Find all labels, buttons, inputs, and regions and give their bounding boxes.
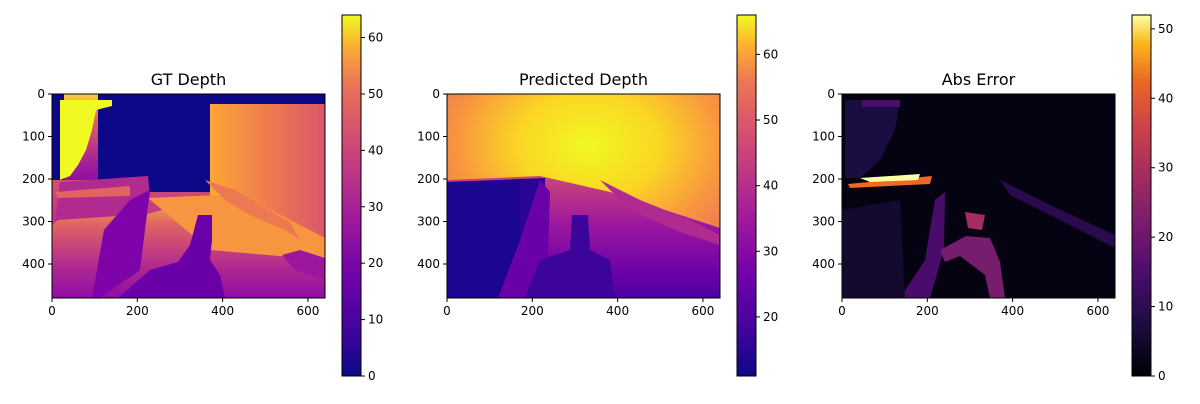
y-tick-label: 300 [417,215,440,229]
colorbar-tick-label: 10 [1158,300,1173,314]
x-tick-label: 600 [691,304,714,318]
x-tick-label: 600 [1086,304,1109,318]
colorbar-tick-label: 60 [368,31,383,45]
heatmap-image [447,94,720,298]
y-tick-label: 300 [22,215,45,229]
x-tick-label: 200 [521,304,544,318]
colorbar-ticks: 0 10 20 30 40 50 60 [361,31,383,383]
colorbar-tick-label: 20 [763,310,778,324]
heatmap-image [52,94,325,298]
y-tick-label: 200 [417,172,440,186]
colorbar-tick-label: 20 [368,256,383,270]
colorbar-tick-label: 40 [1158,91,1173,105]
y-tick-label: 200 [22,172,45,186]
y-tick-label: 400 [22,257,45,271]
y-tick-label: 0 [827,87,835,101]
x-tick-label: 400 [1001,304,1024,318]
y-tick-label: 300 [812,215,835,229]
colorbar-tick-label: 30 [368,200,383,214]
colorbar-tick-label: 40 [763,179,778,193]
colorbar-tick-label: 20 [1158,230,1173,244]
x-tick-label: 400 [606,304,629,318]
y-tick-label: 100 [812,130,835,144]
x-tick-label: 200 [126,304,149,318]
axis-ticks: 0 200 400 600 0 100 200 300 400 [417,87,714,318]
colorbar-tick-label: 50 [1158,22,1173,36]
colorbar-tick-label: 40 [368,143,383,157]
x-tick-label: 0 [443,304,451,318]
y-tick-label: 0 [37,87,45,101]
colorbar-tick-label: 50 [763,113,778,127]
chart-title: GT Depth [151,70,226,89]
panel-gt-depth: GT Depth 0 200 400 600 0 100 200 300 400 0 10 20 30… [22,14,383,383]
colorbar-tick-label: 50 [368,87,383,101]
chart-title: Abs Error [942,70,1016,89]
x-tick-label: 0 [48,304,56,318]
chart-title: Predicted Depth [519,70,648,89]
colorbar: 20 30 40 50 60 [736,14,778,377]
y-tick-label: 200 [812,172,835,186]
y-tick-label: 400 [417,257,440,271]
colorbar-tick-label: 0 [1158,369,1166,383]
colorbar-tick-label: 0 [368,369,376,383]
colorbar-tick-label: 30 [763,244,778,258]
colorbar-ticks: 20 30 40 50 60 [756,47,778,324]
panel-predicted-depth: Predicted Depth 0 200 400 6000100200300400 … [417,14,778,377]
colorbar-ticks: 0 10 20 30 40 50 [1151,22,1173,383]
x-tick-label: 200 [916,304,939,318]
colorbar-tick-label: 30 [1158,161,1173,175]
x-tick-label: 400 [211,304,234,318]
colorbar: 0 10 20 30 40 50 [1131,14,1173,383]
colorbar-tick-label: 10 [368,313,383,327]
y-tick-label: 0 [432,87,440,101]
heatmap-image [842,94,1115,298]
axis-ticks: 0 200 400 600 0 100 200 300 400 [812,87,1109,318]
axis-ticks: 0 200 400 600 0 100 200 300 400 [22,87,319,318]
y-tick-label: 100 [22,130,45,144]
colorbar-tick-label: 60 [763,47,778,61]
x-tick-label: 600 [296,304,319,318]
y-tick-label: 400 [812,257,835,271]
y-tick-label: 100 [417,130,440,144]
colorbar: 0 10 20 30 40 50 60 [341,14,383,383]
panel-abs-error: Abs Error 0 200 400 600 0 100 200 300 400 0 10 20 3… [812,14,1173,383]
x-tick-label: 0 [838,304,846,318]
